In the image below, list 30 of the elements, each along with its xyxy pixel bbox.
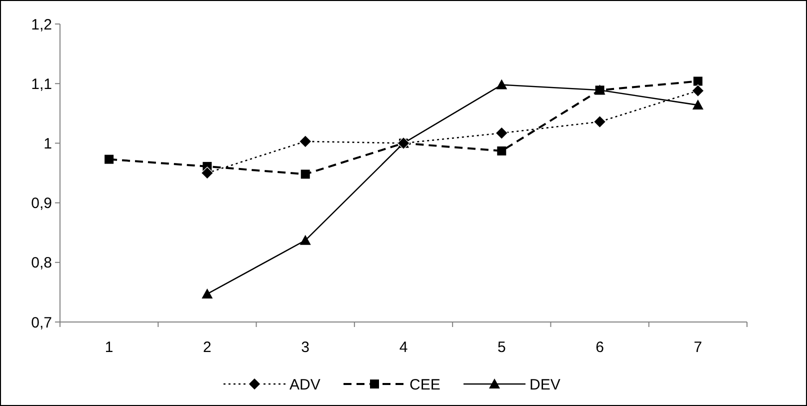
- x-tick-label: 6: [596, 339, 604, 356]
- y-tick-label: 1,1: [31, 76, 52, 93]
- x-tick-label: 5: [497, 339, 506, 356]
- point: [202, 288, 213, 298]
- point: [595, 86, 604, 95]
- point: [300, 234, 311, 245]
- point: [497, 146, 506, 156]
- y-tick-label: 0,8: [31, 254, 52, 272]
- y-tick-label: 0,9: [31, 195, 52, 212]
- point: [299, 135, 312, 148]
- point: [496, 79, 508, 90]
- legend-label: CEE: [410, 376, 440, 394]
- point: [495, 126, 508, 140]
- x-tick-label: 1: [104, 339, 114, 356]
- y-tick-label: 1: [44, 135, 52, 152]
- x-tick-label: 2: [203, 339, 212, 356]
- point: [692, 84, 704, 98]
- y-tick-label: 1,2: [31, 16, 52, 34]
- point: [593, 115, 606, 128]
- point: [693, 76, 702, 86]
- legend-label: DEV: [530, 376, 560, 394]
- x-tick-label: 4: [399, 339, 408, 356]
- point: [104, 154, 114, 164]
- point: [692, 100, 704, 110]
- legend-label: ADV: [290, 376, 320, 394]
- x-tick-label: 7: [694, 339, 702, 356]
- point: [300, 170, 310, 179]
- y-tick-label: 0,7: [31, 314, 52, 332]
- point: [200, 166, 214, 180]
- x-tick-label: 3: [301, 339, 310, 356]
